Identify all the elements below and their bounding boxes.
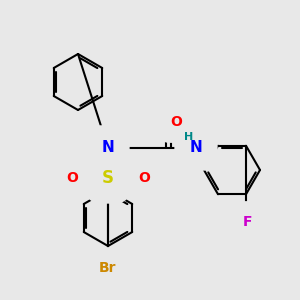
Text: O: O <box>138 171 150 185</box>
Text: F: F <box>243 215 253 229</box>
Text: S: S <box>102 169 114 187</box>
Text: N: N <box>190 140 202 155</box>
Text: Br: Br <box>99 261 117 275</box>
Text: O: O <box>66 171 78 185</box>
Text: N: N <box>102 140 114 155</box>
Text: H: H <box>184 132 194 142</box>
Text: O: O <box>170 115 182 129</box>
